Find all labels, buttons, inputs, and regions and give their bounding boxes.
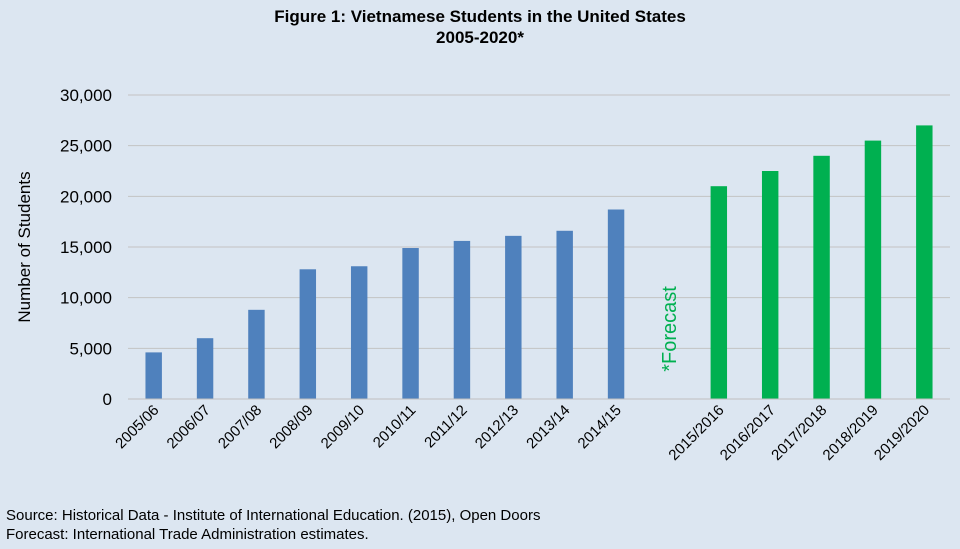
bar bbox=[453, 240, 471, 399]
x-tick-label: 2014/15 bbox=[575, 402, 625, 452]
y-tick-label: 0 bbox=[103, 390, 112, 409]
x-tick-label: 2012/13 bbox=[472, 402, 522, 452]
gridlines bbox=[128, 94, 950, 349]
x-axis-ticks: 2005/06 2006/07 2007/08 2008/09 2009/10 2010/… bbox=[112, 402, 933, 464]
x-tick-label: 2009/10 bbox=[318, 402, 368, 452]
bar bbox=[145, 352, 162, 399]
bar bbox=[761, 171, 779, 399]
bar bbox=[864, 140, 882, 399]
source-note: Source: Historical Data - Institute of I… bbox=[6, 507, 541, 524]
y-tick-label: 15,000 bbox=[60, 238, 112, 257]
bar bbox=[813, 155, 830, 399]
forecast-note: Forecast: International Trade Administra… bbox=[6, 526, 369, 543]
bar bbox=[299, 269, 317, 399]
bar bbox=[248, 309, 265, 399]
x-tick-label: 2005/06 bbox=[112, 402, 162, 452]
bar bbox=[916, 125, 933, 400]
forecast-annotation: *Forecast bbox=[659, 286, 681, 372]
bar bbox=[196, 338, 214, 399]
bar bbox=[607, 209, 625, 399]
chart-title: Figure 1: Vietnamese Students in the Uni… bbox=[274, 7, 686, 26]
y-tick-label: 25,000 bbox=[60, 137, 112, 156]
x-tick-label: 2007/08 bbox=[215, 402, 265, 452]
x-tick-label: 2019/2020 bbox=[871, 402, 933, 464]
bar bbox=[556, 230, 573, 399]
x-tick-label: 2011/12 bbox=[421, 402, 471, 452]
chart-subtitle: 2005-2020* bbox=[436, 28, 524, 47]
bar bbox=[402, 248, 419, 399]
bar bbox=[710, 186, 728, 399]
bar bbox=[350, 266, 368, 399]
x-tick-label: 2013/14 bbox=[523, 402, 573, 452]
x-tick-label: 2010/11 bbox=[370, 402, 420, 452]
y-axis-ticks: 0 5,000 10,000 15,000 20,000 25,000 30,000 bbox=[60, 86, 112, 409]
x-tick-label: 2006/07 bbox=[164, 402, 214, 452]
y-tick-label: 10,000 bbox=[60, 289, 112, 308]
y-tick-label: 5,000 bbox=[69, 339, 112, 358]
x-tick-label: 2008/09 bbox=[266, 402, 316, 452]
y-tick-label: 30,000 bbox=[60, 86, 112, 105]
bar bbox=[505, 235, 522, 399]
bars bbox=[145, 125, 933, 400]
y-tick-label: 20,000 bbox=[60, 187, 112, 206]
y-axis-label: Number of Students bbox=[15, 171, 34, 322]
